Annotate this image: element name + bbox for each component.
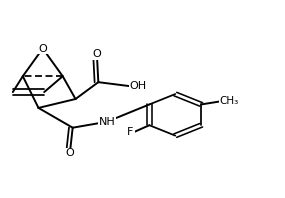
Text: NH: NH [99, 117, 115, 127]
Text: CH₃: CH₃ [220, 96, 239, 107]
Text: O: O [93, 50, 101, 59]
Text: OH: OH [130, 81, 147, 91]
Text: O: O [66, 148, 74, 158]
Text: O: O [38, 44, 47, 53]
Text: F: F [127, 127, 134, 137]
